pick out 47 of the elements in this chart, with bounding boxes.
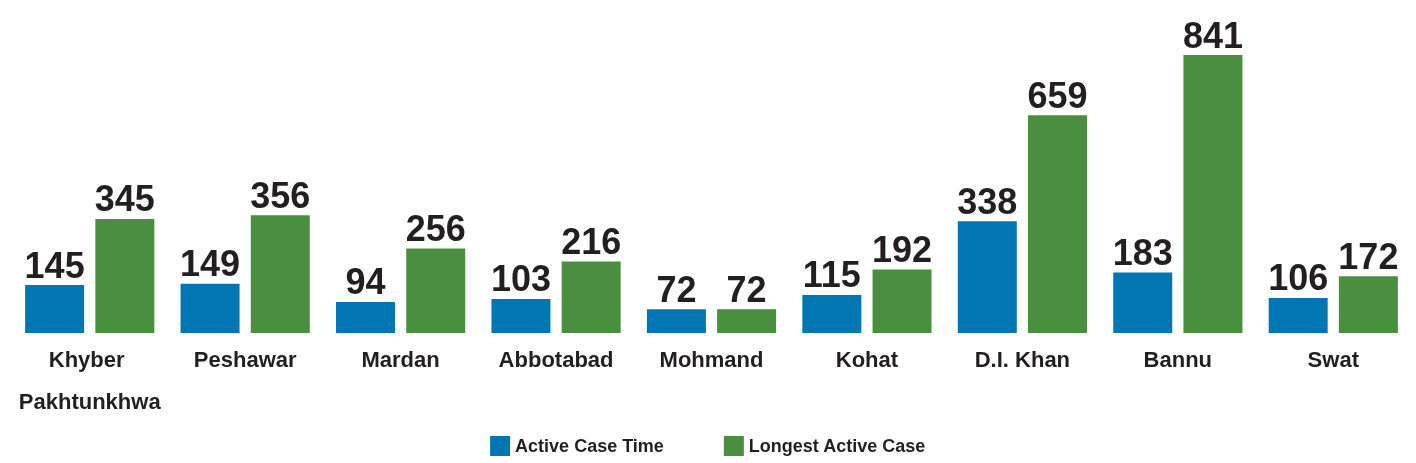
- legend-label: Active Case Time: [515, 436, 664, 456]
- x-tick-label: D.I. Khan: [974, 346, 1071, 372]
- data-label: 172: [1338, 235, 1399, 277]
- bar: [717, 309, 777, 333]
- data-label: 338: [957, 180, 1018, 222]
- legend-label: Longest Active Case: [748, 436, 926, 456]
- data-label: 94: [345, 261, 386, 303]
- data-label: 145: [24, 244, 85, 286]
- bar: [802, 294, 862, 333]
- bar: [406, 248, 466, 333]
- bar: [1113, 272, 1173, 333]
- data-label: 841: [1182, 14, 1243, 56]
- x-tick-label: Bannu: [1143, 346, 1213, 372]
- bar: [1268, 297, 1328, 333]
- data-label: 256: [405, 207, 466, 249]
- x-tick-label: Swat: [1307, 346, 1360, 372]
- bar: [1183, 55, 1243, 333]
- bar: [1338, 276, 1398, 333]
- bar: [180, 283, 240, 333]
- bar: [646, 309, 706, 333]
- x-tick-label: Mardan: [361, 346, 440, 372]
- bar: [25, 285, 85, 333]
- bar: [872, 269, 932, 333]
- data-label: 115: [802, 254, 861, 296]
- x-tick-label: Abbotabad: [498, 346, 614, 372]
- bar: [1027, 115, 1087, 333]
- data-label: 345: [94, 178, 155, 220]
- data-label: 183: [1112, 232, 1173, 274]
- bar: [957, 221, 1017, 333]
- data-label: 192: [872, 229, 933, 271]
- data-label: 72: [726, 268, 767, 310]
- data-label: 72: [656, 268, 697, 310]
- data-label: 149: [180, 243, 241, 285]
- x-tick-label: Kohat: [835, 346, 899, 372]
- data-label: 659: [1027, 74, 1088, 116]
- bar: [250, 215, 310, 333]
- bar: [336, 301, 396, 333]
- data-label: 103: [490, 258, 551, 300]
- data-label: 216: [561, 221, 622, 263]
- data-label: 106: [1268, 257, 1329, 299]
- bar: [561, 261, 621, 333]
- bar: [491, 298, 551, 333]
- x-tick-label: Peshawar: [193, 346, 297, 372]
- x-tick-label: Mohmand: [659, 346, 764, 372]
- x-tick-label: Khyber Pakhtunkhwa: [18, 346, 162, 414]
- bar: [95, 218, 155, 333]
- data-label: 356: [250, 174, 311, 216]
